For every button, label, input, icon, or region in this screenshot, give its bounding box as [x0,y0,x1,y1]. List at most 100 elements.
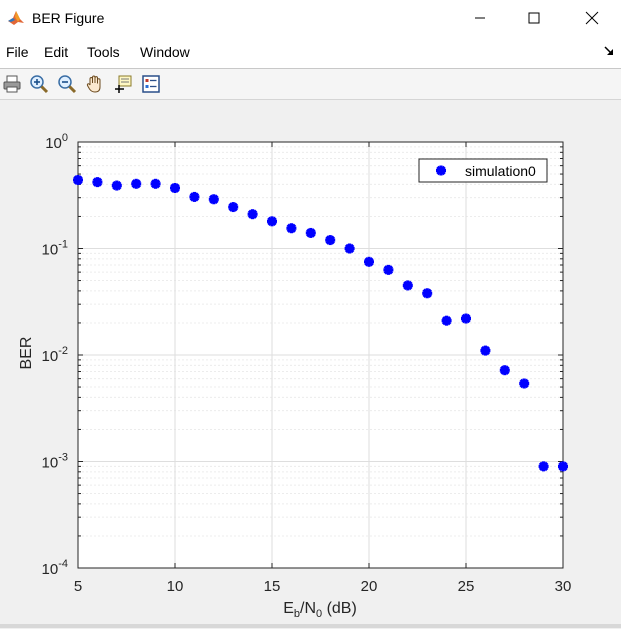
data-point [364,256,374,267]
y-tick-label-exponent: 0 [62,132,68,144]
menu-tools[interactable]: Tools [87,44,120,60]
data-point [558,461,568,472]
x-tick-label: 25 [458,578,475,595]
data-point [480,345,491,356]
zoom-in-icon [30,75,49,94]
marker-stroke [364,257,374,267]
x-axis-label-main: E [283,600,294,617]
data-point [344,243,355,254]
figure-area: 5 10 15 20 25 30 100 10-1 10-2 10-3 10-4 BER Eb/N0… [0,100,621,624]
data-point [402,280,413,291]
legend-marker [436,165,446,176]
menu-window[interactable]: Window [140,44,190,60]
legend-icon [142,75,160,93]
y-tick-label: 10-2 [42,345,68,365]
x-axis-label: Eb/N0 (dB) [283,600,357,620]
marker-stroke [92,177,103,187]
data-point [461,313,471,324]
x-axis-label-mid: /N [300,600,316,617]
y-tick-label-exponent: -2 [58,345,68,357]
menu-edit[interactable]: Edit [44,44,69,60]
marker-stroke [189,192,200,202]
marker-stroke [247,209,258,219]
data-point [286,223,297,234]
marker-stroke [403,280,413,291]
data-point [325,235,336,246]
maximize-icon [528,12,540,24]
marker-stroke [461,313,471,324]
data-point [305,227,316,238]
data-point [208,194,219,205]
y-tick-label: 10-1 [42,239,68,259]
marker-stroke [306,228,316,238]
menu-bar: File Edit Tools Window [0,36,621,69]
data-point [131,178,142,189]
x-tick-label: 30 [555,578,572,595]
x-tick-label: 15 [264,578,281,595]
print-button[interactable] [0,72,24,96]
data-point [519,378,530,389]
minimize-button[interactable] [457,0,503,36]
marker-stroke [209,194,219,204]
x-axis-label-sub2: 0 [316,608,322,620]
legend-button[interactable] [139,72,163,96]
data-point [499,365,510,376]
marker-stroke [344,243,355,254]
zoom-out-icon [58,75,77,94]
bottom-border [0,624,621,628]
menu-file[interactable]: File [6,44,29,60]
data-point [422,288,433,299]
title-bar: BER Figure [0,0,621,36]
marker-stroke [131,179,141,189]
marker-stroke [267,216,277,227]
data-point [111,180,122,191]
data-cursor-button[interactable] [111,72,135,96]
marker-stroke [538,461,549,472]
y-tick-label-exponent: -3 [58,452,68,464]
marker-stroke [500,365,510,375]
data-point [73,174,83,185]
zoom-out-button[interactable] [55,72,79,96]
marker-stroke [325,235,335,245]
y-tick-label-base: 10 [45,135,62,152]
marker-stroke [422,288,432,298]
marker-stroke [170,183,180,193]
data-point [441,315,452,326]
x-tick-label: 5 [74,578,82,595]
y-tick-label-base: 10 [42,561,59,578]
marker-stroke [112,180,122,191]
pan-hand-icon [86,75,101,93]
y-tick-label-exponent: -1 [58,239,68,251]
data-point [538,461,549,472]
y-tick-label-exponent: -4 [58,558,68,570]
marker-stroke [441,315,452,326]
close-icon [585,11,599,25]
maximize-button[interactable] [511,0,557,36]
legend[interactable]: simulation0 [418,158,548,183]
data-point [228,202,239,213]
marker-stroke [286,223,297,233]
close-button[interactable] [569,0,615,36]
data-point [92,177,103,188]
marker-stroke [519,378,529,389]
y-tick-label-base: 10 [42,348,59,365]
x-tick-label: 10 [167,578,184,595]
marker-stroke [436,165,446,176]
window-title: BER Figure [32,10,105,26]
print-icon [3,75,21,93]
zoom-in-button[interactable] [27,72,51,96]
x-axis-label-tail: (dB) [322,600,357,617]
pan-button[interactable] [83,72,107,96]
dock-arrow-icon[interactable] [603,45,615,57]
data-markers [73,174,568,472]
marker-stroke [383,265,394,275]
legend-entry-simulation0: simulation0 [465,163,536,179]
data-point [189,191,200,202]
y-tick-label: 10-4 [42,558,68,578]
data-cursor-icon [115,75,132,93]
data-point [383,264,394,275]
minimize-icon [475,17,485,19]
toolbar [0,69,621,100]
y-tick-label: 100 [45,132,68,152]
